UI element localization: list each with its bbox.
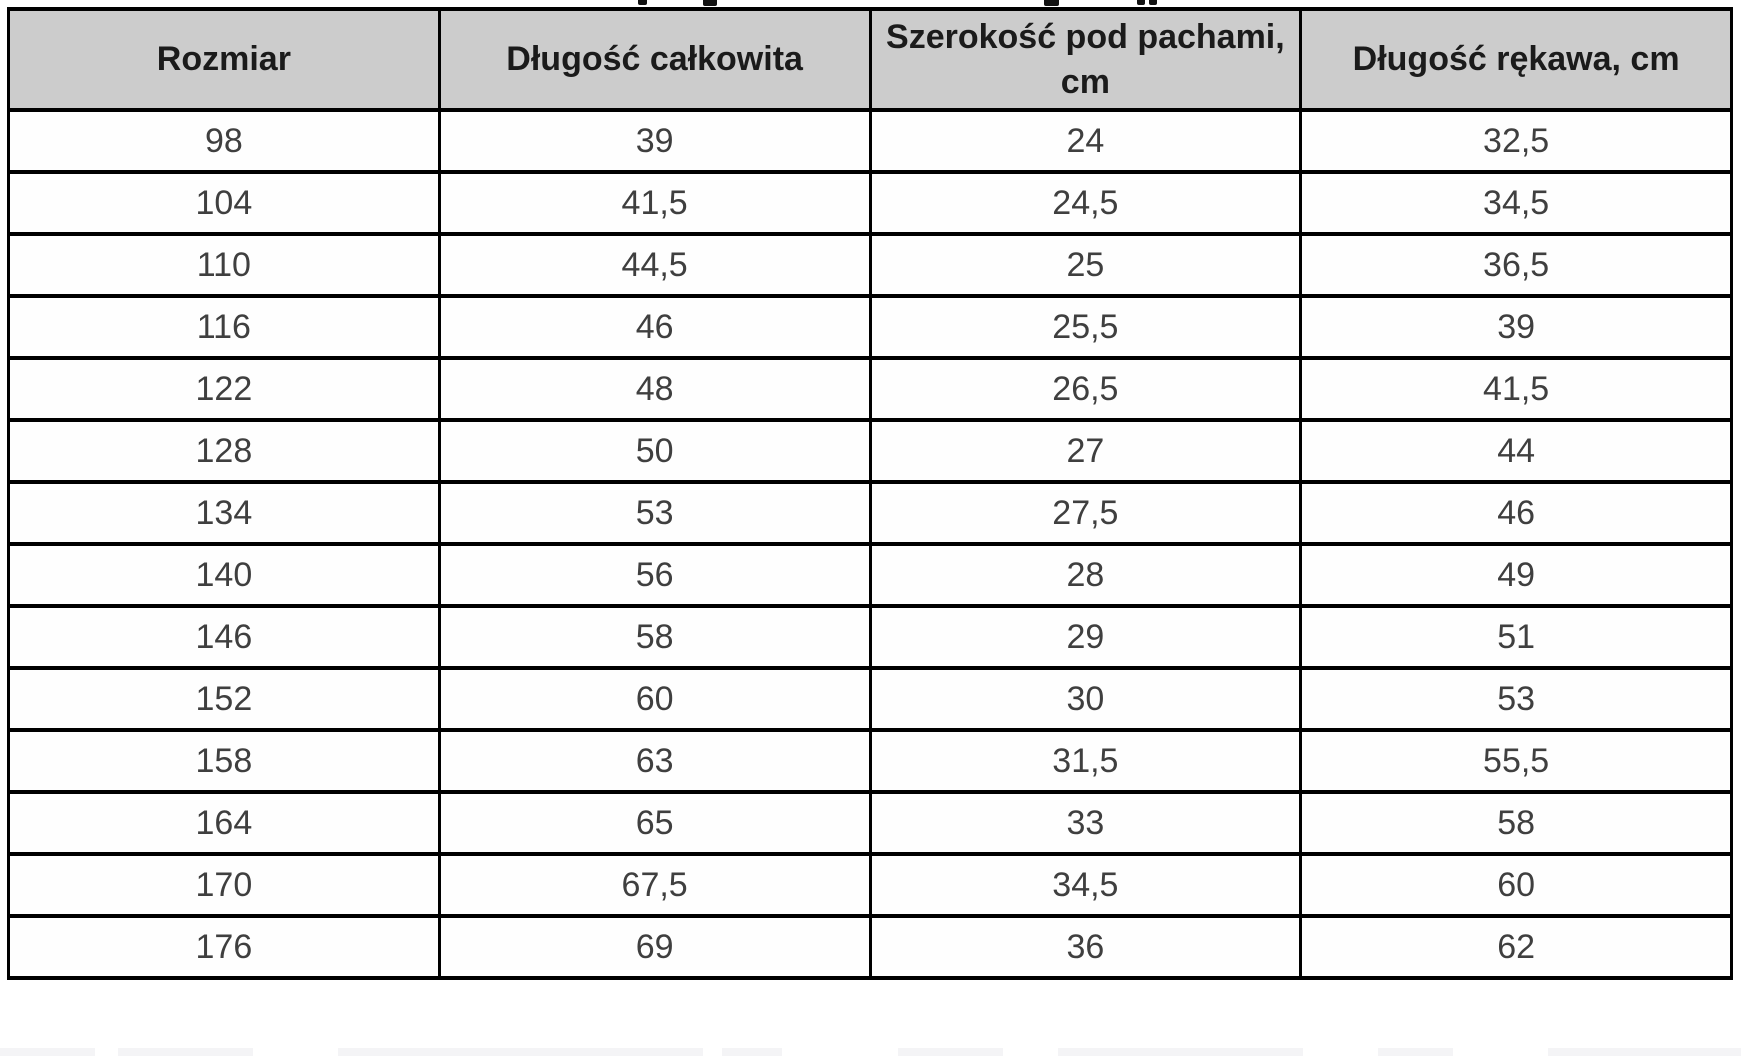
table-cell: 122 [7, 356, 441, 422]
cropped-text-fragment [638, 0, 647, 5]
table-cell: 44,5 [437, 232, 872, 298]
table-cell: 67,5 [437, 852, 872, 918]
cropped-text-fragment [703, 0, 717, 6]
table-cell: 116 [7, 294, 441, 360]
table-cell: 30 [868, 666, 1303, 732]
table-cell: 60 [437, 666, 872, 732]
table-row: 152 60 30 53 [7, 666, 1733, 732]
cropped-strip [898, 1048, 1003, 1056]
table-cell: 65 [437, 790, 872, 856]
table-cell: 27 [868, 418, 1303, 484]
table-cell: 53 [1299, 666, 1733, 732]
table-row: 176 69 36 62 [7, 914, 1733, 980]
table-cell: 110 [7, 232, 441, 298]
table-cell: 41,5 [1299, 356, 1733, 422]
table-body: 98 39 24 32,5 104 41,5 24,5 34,5 110 44,5 25 36,5 11… [7, 108, 1733, 980]
table-cell: 46 [1299, 480, 1733, 546]
header-rozmiar: Rozmiar [7, 7, 441, 112]
table-cell: 29 [868, 604, 1303, 670]
table-header-row: Rozmiar Długość całkowita Szerokość pod … [7, 7, 1733, 112]
table-cell: 98 [7, 108, 441, 174]
table-cell: 48 [437, 356, 872, 422]
table-cell: 176 [7, 914, 441, 980]
header-dlugosc-rekawa: Długość rękawa, cm [1299, 7, 1733, 112]
table-cell: 55,5 [1299, 728, 1733, 794]
table-cell: 34,5 [868, 852, 1303, 918]
table-cell: 41,5 [437, 170, 872, 236]
table-cell: 63 [437, 728, 872, 794]
table-cell: 34,5 [1299, 170, 1733, 236]
table-cell: 27,5 [868, 480, 1303, 546]
table-cell: 31,5 [868, 728, 1303, 794]
table-cell: 51 [1299, 604, 1733, 670]
table-cell: 46 [437, 294, 872, 360]
table-cell: 25 [868, 232, 1303, 298]
cropped-strip [722, 1048, 782, 1056]
cropped-strip [1378, 1048, 1453, 1056]
table-cell: 56 [437, 542, 872, 608]
table-cell: 128 [7, 418, 441, 484]
table-cell: 36 [868, 914, 1303, 980]
table-cell: 53 [437, 480, 872, 546]
cropped-strip [118, 1048, 253, 1056]
table-cell: 39 [1299, 294, 1733, 360]
table-row: 128 50 27 44 [7, 418, 1733, 484]
cropped-strip [338, 1048, 703, 1056]
cropped-text-fragment [1137, 0, 1145, 5]
table-cell: 50 [437, 418, 872, 484]
table-cell: 58 [437, 604, 872, 670]
table-cell: 146 [7, 604, 441, 670]
table-cell: 58 [1299, 790, 1733, 856]
table-row: 158 63 31,5 55,5 [7, 728, 1733, 794]
table-cell: 140 [7, 542, 441, 608]
table-row: 104 41,5 24,5 34,5 [7, 170, 1733, 236]
header-szerokosc-pod-pachami: Szerokość pod pachami, cm [868, 7, 1303, 112]
table-cell: 49 [1299, 542, 1733, 608]
table-cell: 28 [868, 542, 1303, 608]
table-cell: 170 [7, 852, 441, 918]
table-cell: 32,5 [1299, 108, 1733, 174]
header-dlugosc-calkowita: Długość całkowita [437, 7, 872, 112]
table-cell: 158 [7, 728, 441, 794]
table-cell: 62 [1299, 914, 1733, 980]
table-cell: 39 [437, 108, 872, 174]
table-cell: 25,5 [868, 294, 1303, 360]
table-cell: 60 [1299, 852, 1733, 918]
table-cell: 24,5 [868, 170, 1303, 236]
table-cell: 33 [868, 790, 1303, 856]
table-row: 134 53 27,5 46 [7, 480, 1733, 546]
cropped-text-fragment [1044, 0, 1059, 6]
cropped-strip [1548, 1048, 1741, 1056]
cropped-text-fragment [1149, 0, 1157, 5]
cropped-strip [0, 1048, 95, 1056]
table-row: 170 67,5 34,5 60 [7, 852, 1733, 918]
table-cell: 26,5 [868, 356, 1303, 422]
table-row: 116 46 25,5 39 [7, 294, 1733, 360]
table-cell: 164 [7, 790, 441, 856]
size-chart-table: Rozmiar Długość całkowita Szerokość pod … [7, 7, 1733, 980]
table-row: 164 65 33 58 [7, 790, 1733, 856]
table-cell: 36,5 [1299, 232, 1733, 298]
table-row: 110 44,5 25 36,5 [7, 232, 1733, 298]
table-row: 98 39 24 32,5 [7, 108, 1733, 174]
table-row: 122 48 26,5 41,5 [7, 356, 1733, 422]
table-cell: 69 [437, 914, 872, 980]
table-row: 146 58 29 51 [7, 604, 1733, 670]
table-cell: 104 [7, 170, 441, 236]
table-cell: 24 [868, 108, 1303, 174]
table-cell: 152 [7, 666, 441, 732]
table-cell: 134 [7, 480, 441, 546]
cropped-strip [1058, 1048, 1303, 1056]
table-cell: 44 [1299, 418, 1733, 484]
table-row: 140 56 28 49 [7, 542, 1733, 608]
